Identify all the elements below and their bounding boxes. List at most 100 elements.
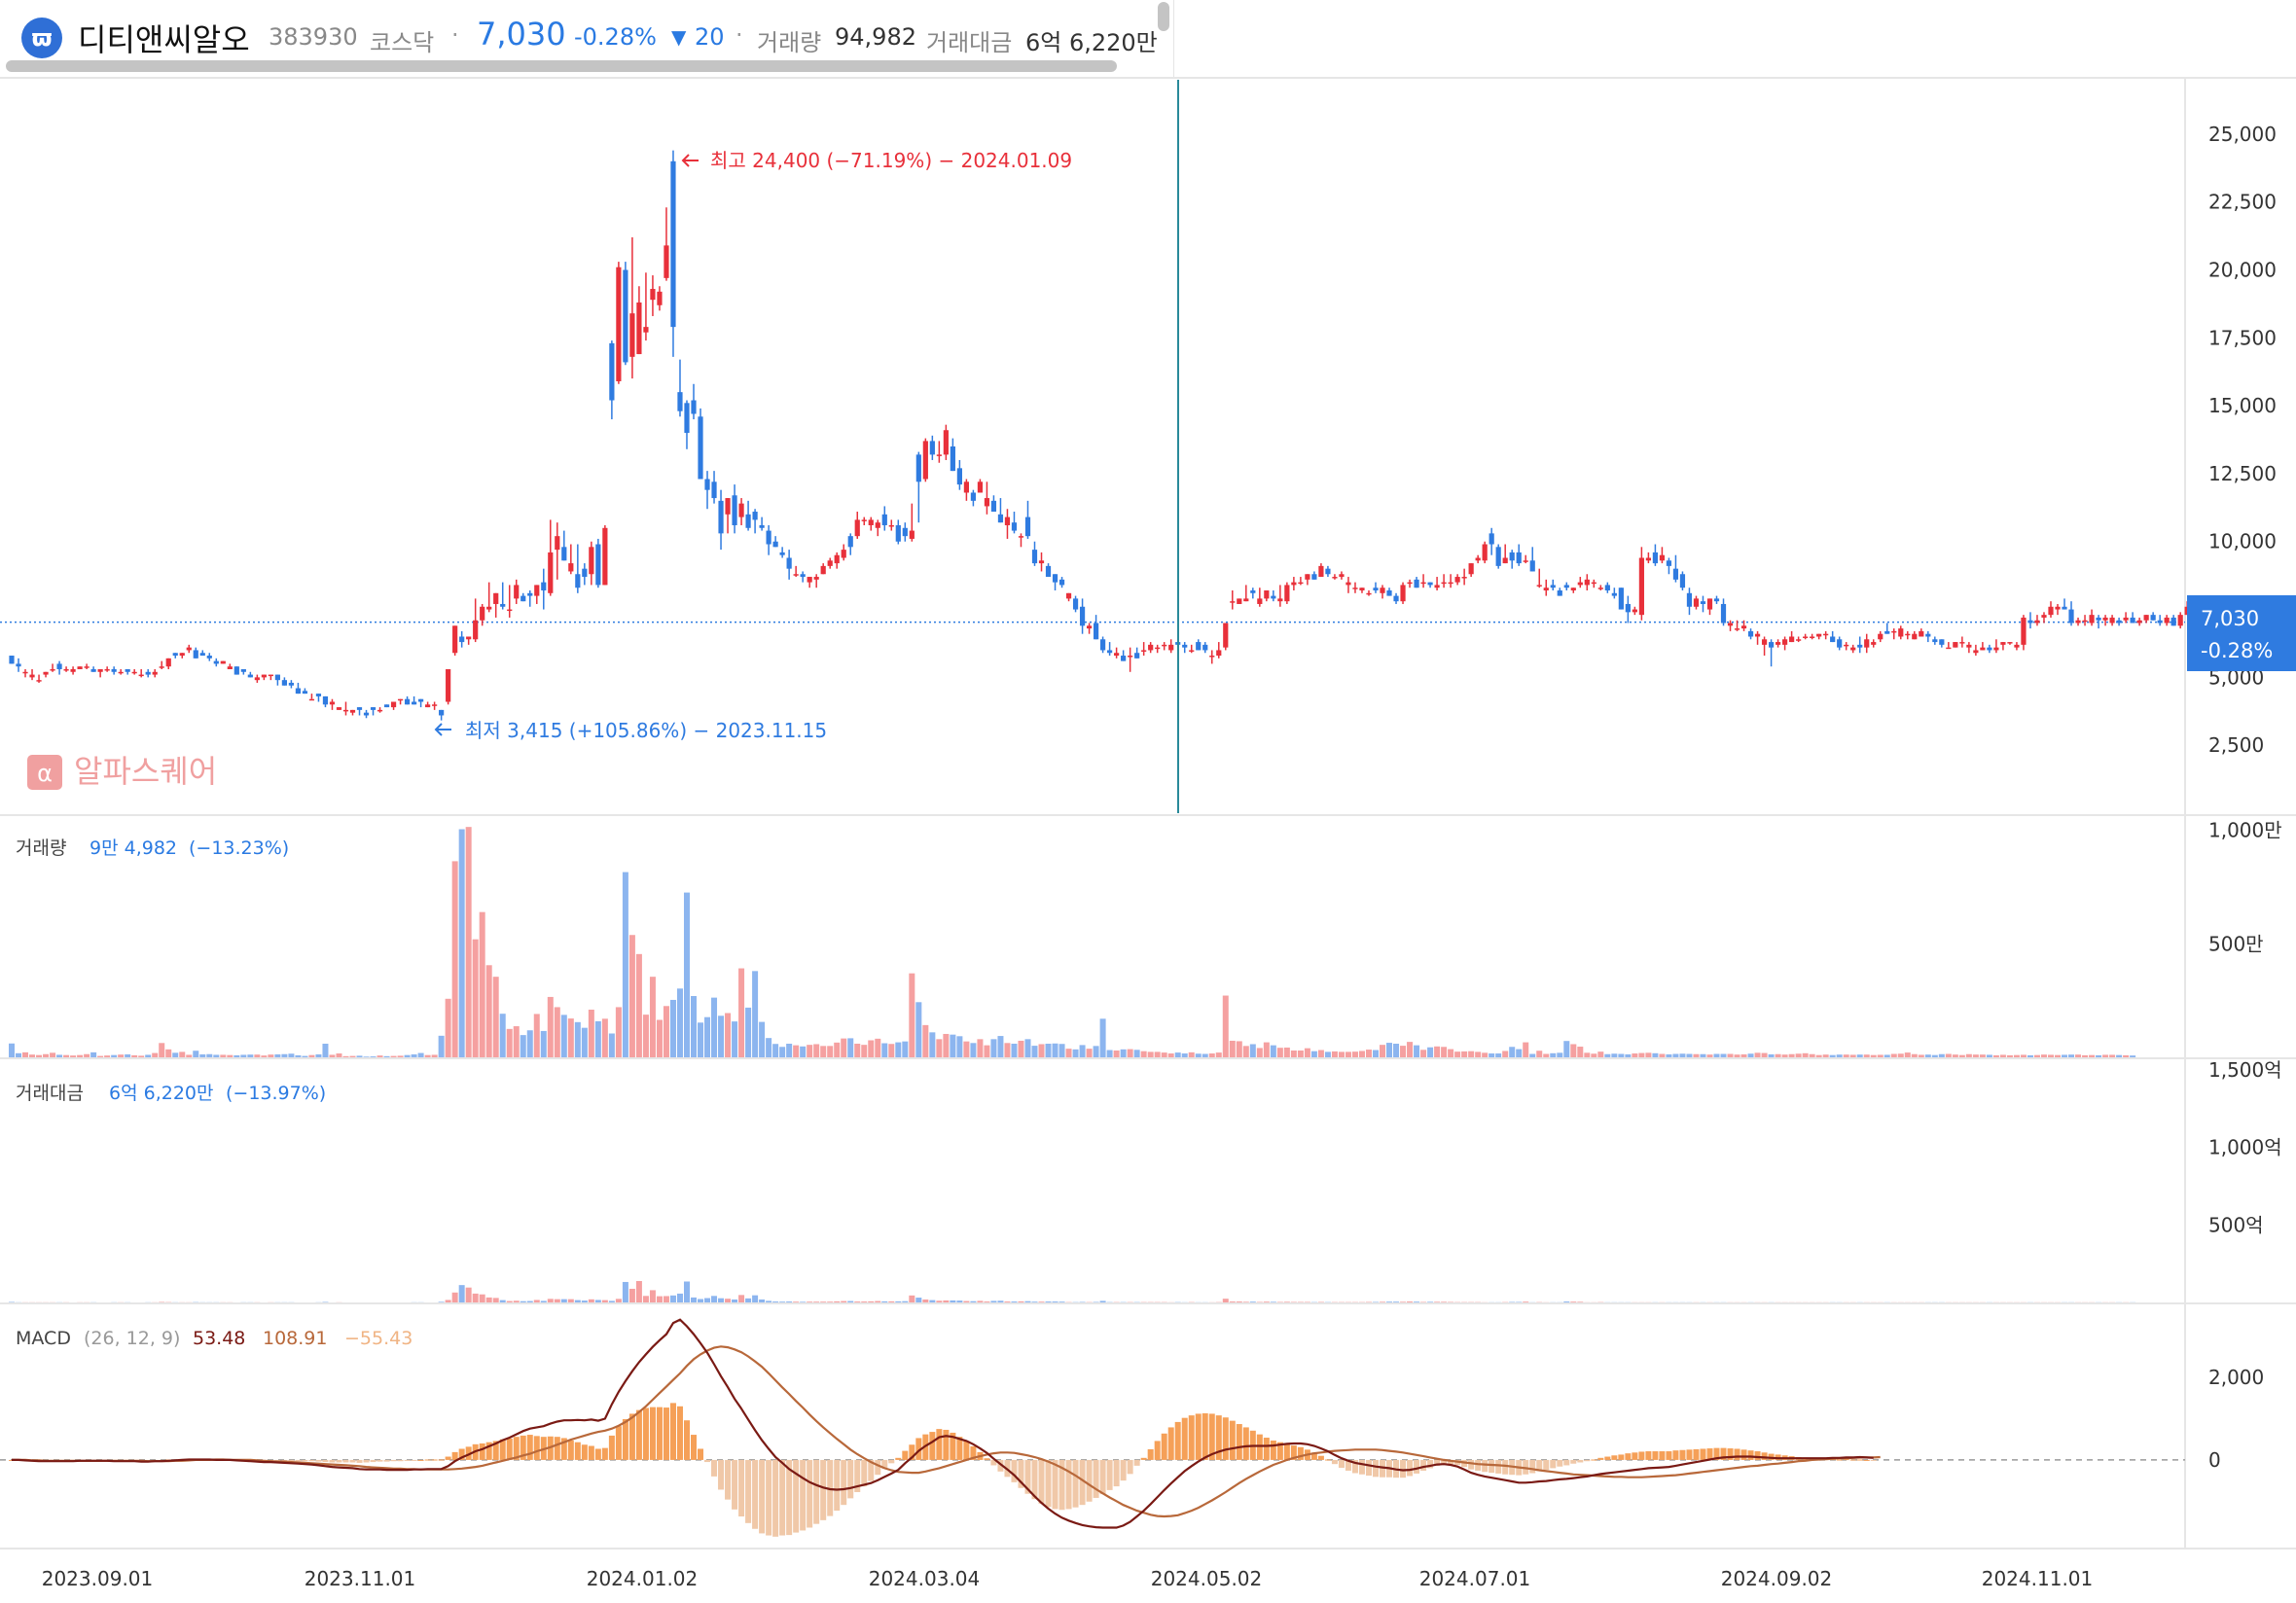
volume-bar — [281, 1053, 288, 1057]
candle — [1065, 592, 1072, 602]
macd-histogram-bar — [1672, 1450, 1679, 1460]
macd-histogram-bar — [1270, 1440, 1276, 1460]
separator-dot: · — [451, 21, 459, 49]
candle-body — [1570, 588, 1576, 591]
candle — [636, 286, 642, 355]
volume-bar — [1093, 1046, 1099, 1057]
amount-bar — [1024, 1300, 1031, 1302]
candle-body — [1461, 577, 1467, 579]
amount-bar — [1099, 1300, 1106, 1302]
candle — [1434, 577, 1440, 591]
candle — [1782, 636, 1788, 651]
candle-body — [50, 668, 55, 671]
candle — [1516, 544, 1522, 566]
volume-bar — [676, 988, 683, 1057]
candle-body — [1543, 588, 1549, 591]
volume-bar — [1666, 1053, 1672, 1057]
candle-body — [541, 582, 547, 591]
volume-bar — [1979, 1054, 1986, 1057]
horizontal-scrollbar[interactable] — [6, 60, 1117, 72]
volume-bar — [1113, 1051, 1120, 1057]
candle-body — [1686, 592, 1693, 607]
amount-bar — [732, 1299, 738, 1302]
macd-histogram-bar — [950, 1432, 956, 1460]
volume-bar — [70, 1055, 77, 1057]
macd-histogram-bar — [1502, 1459, 1509, 1475]
candle — [1768, 639, 1775, 667]
candle — [1987, 644, 1992, 654]
volume-bar — [131, 1054, 138, 1057]
candle — [909, 503, 915, 542]
candle-body — [943, 430, 949, 455]
volume-bar — [1181, 1053, 1188, 1057]
vertical-scrollbar[interactable] — [1158, 2, 1169, 31]
candle — [1100, 636, 1106, 654]
volume-bar — [193, 1051, 199, 1057]
volume-bar — [875, 1038, 881, 1057]
candle-body — [643, 327, 649, 333]
candle — [390, 701, 397, 710]
candle-body — [240, 668, 246, 672]
amount-bar — [1045, 1301, 1052, 1302]
volume-bar — [1331, 1051, 1338, 1057]
candle-body — [1407, 582, 1413, 585]
stock-name[interactable]: 디티앤씨알오 — [78, 21, 250, 58]
candle — [1584, 574, 1590, 591]
candle-body — [1550, 585, 1556, 588]
candle-body — [1523, 560, 1528, 562]
candle — [227, 663, 233, 669]
volume-bar — [50, 1052, 56, 1057]
volume-bar — [1529, 1053, 1536, 1057]
candle-body — [1182, 644, 1188, 648]
candle — [1734, 620, 1740, 631]
candle — [1850, 644, 1856, 654]
candle — [1380, 585, 1385, 599]
candle — [473, 598, 479, 643]
macd-histogram-bar — [1106, 1459, 1113, 1490]
amount-bar — [642, 1296, 649, 1302]
macd-histogram-bar — [1495, 1459, 1502, 1474]
volume-bar — [1972, 1054, 1979, 1057]
candle — [1666, 557, 1672, 575]
volume-bar — [254, 1054, 261, 1057]
price-tick-label: 22,500 — [2208, 191, 2277, 214]
amount-bar — [1393, 1301, 1400, 1302]
amount-bar — [588, 1299, 594, 1302]
amount-bar — [472, 1293, 479, 1302]
volume-bar — [950, 1034, 956, 1057]
macd-histogram-bar — [1358, 1459, 1365, 1475]
candle — [602, 524, 608, 586]
candle-body — [1740, 625, 1747, 629]
macd-histogram-bar — [1317, 1455, 1324, 1460]
amount-bar — [1386, 1301, 1393, 1302]
volume-bar — [1495, 1053, 1502, 1057]
volume-bar — [1815, 1054, 1822, 1057]
price-tick-label: 2,500 — [2208, 733, 2264, 757]
macd-histogram-bar — [861, 1459, 868, 1487]
candle-body — [2123, 617, 2129, 621]
amount-bar — [649, 1290, 656, 1302]
volume-bar — [1276, 1048, 1283, 1057]
candle-body — [1448, 582, 1453, 585]
volume-bar — [622, 872, 628, 1057]
macd-histogram-bar — [1611, 1455, 1618, 1460]
volume-panel-value: 9만 4,982 — [90, 837, 177, 859]
candle-body — [1230, 601, 1236, 603]
candle-body — [1052, 574, 1058, 583]
volume-bar — [1577, 1047, 1584, 1057]
volume-bar — [485, 965, 492, 1057]
candle — [1727, 620, 1734, 631]
amount-bar — [1229, 1301, 1236, 1302]
candle-body — [1100, 639, 1106, 651]
candle — [1816, 633, 1822, 640]
volume-bar — [766, 1038, 772, 1057]
candle-body — [1959, 642, 1965, 644]
candle — [104, 666, 110, 672]
candle-body — [165, 658, 171, 667]
amount-bar — [1038, 1301, 1045, 1302]
macd-histogram-bar — [827, 1459, 834, 1516]
volume-bar — [1638, 1052, 1645, 1057]
macd-histogram-bar — [499, 1439, 506, 1460]
candle — [534, 585, 540, 604]
